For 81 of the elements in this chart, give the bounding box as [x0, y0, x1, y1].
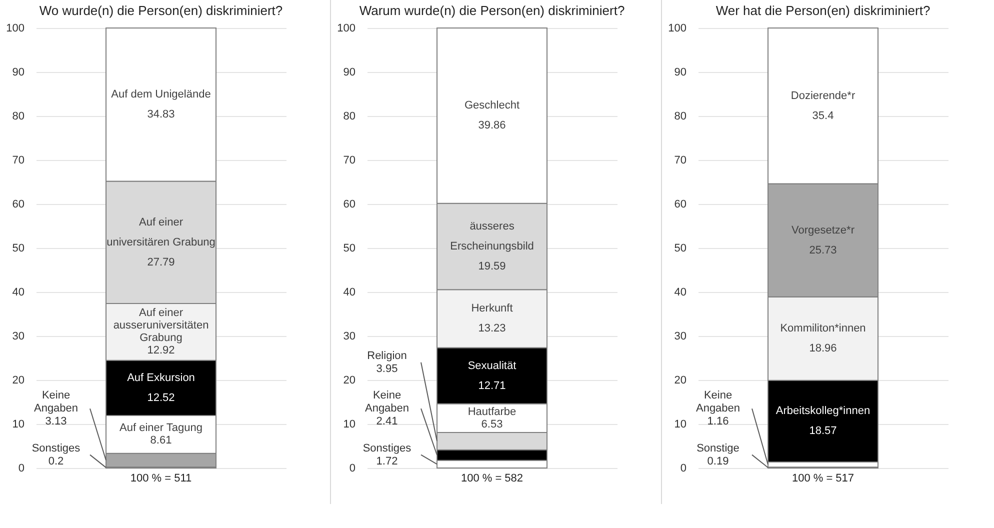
x-tick-label: 100 % = 582 [460, 472, 524, 484]
text: Sonstige [696, 442, 740, 454]
y-tick-label: 100 [337, 22, 356, 34]
y-tick-label: 20 [343, 374, 356, 386]
series-label: Hautfarbe [468, 406, 516, 418]
y-tick-label: 40 [12, 286, 24, 298]
y-tick-label: 90 [12, 66, 24, 78]
series-label: Sexualität [468, 360, 516, 372]
text: Sonstiges [362, 442, 412, 454]
y-tick-label: 60 [343, 198, 356, 210]
y-tick-label: 30 [12, 330, 24, 342]
series-label: Auf einer ausseruniversitäten Grabung [113, 307, 209, 344]
y-tick-label: 80 [674, 110, 686, 122]
annotation: 0.19 [707, 455, 729, 468]
data-label: 39.86 [478, 120, 506, 132]
chart-title: Warum wurde(n) die Person(en) diskriminiert? [359, 3, 625, 18]
annotation: 1.16 [707, 416, 729, 428]
y-tick-label: 10 [674, 418, 686, 430]
y-tick-label: 0 [349, 462, 356, 474]
y-tick-label: 50 [674, 242, 686, 254]
series-label: Auf einer Tagung [120, 422, 202, 434]
y-tick-label: 90 [343, 66, 356, 78]
y-tick-label: 20 [12, 374, 24, 386]
data-label: 13.23 [478, 322, 506, 335]
series-label: äusseres Erscheinungsbild [450, 220, 534, 252]
annotation: 0.2 [48, 455, 64, 468]
annotation: 2.41 [376, 416, 398, 428]
data-label: 8.61 [150, 434, 172, 447]
y-tick-label: 70 [674, 154, 686, 166]
y-tick-label: 100 [668, 22, 686, 34]
x-tick-label: 100 % = 517 [792, 472, 854, 484]
y-tick-label: 0 [18, 462, 24, 474]
series-label: Dozierende*r [790, 90, 856, 102]
text: Keine Angaben [34, 390, 78, 415]
data-label: 12.71 [478, 380, 506, 392]
y-tick-label: 0 [680, 462, 686, 474]
series-label: Kommiliton*innen [780, 322, 866, 335]
annotation: 3.95 [376, 362, 398, 375]
y-tick-label: 30 [674, 330, 686, 342]
series-label: Geschlecht [464, 100, 520, 112]
annotation: 1.72 [376, 455, 398, 468]
data-label: 25.73 [809, 244, 837, 256]
text: Sonstiges [32, 442, 81, 454]
text: Keine Angaben [364, 390, 410, 415]
data-label: 12.92 [147, 344, 175, 357]
y-tick-label: 70 [12, 154, 24, 166]
y-tick-label: 80 [12, 110, 24, 122]
data-label: 27.79 [147, 256, 175, 268]
y-tick-label: 30 [343, 330, 356, 342]
data-label: 6.53 [481, 418, 503, 430]
text: Religion [367, 350, 407, 362]
y-tick-label: 40 [674, 286, 686, 298]
y-tick-label: 100 [6, 22, 24, 34]
data-label: 18.96 [809, 342, 837, 355]
y-tick-label: 50 [343, 242, 356, 254]
y-tick-label: 90 [674, 66, 686, 78]
y-tick-label: 40 [343, 286, 356, 298]
series-label: Auf Exkursion [127, 372, 195, 384]
data-label: 35.4 [812, 110, 834, 122]
data-label: 19.59 [478, 260, 506, 272]
chart-title: Wo wurde(n) die Person(en) diskriminiert? [39, 3, 283, 18]
y-tick-label: 10 [343, 418, 356, 430]
x-tick-label: 100 % = 511 [130, 472, 192, 484]
data-label: 18.57 [809, 425, 837, 438]
series-label: Auf dem Unigelände [111, 88, 211, 101]
series-label: Arbeitskolleg*innen [776, 405, 870, 418]
chart-title: Wer hat die Person(en) diskriminiert? [716, 3, 930, 18]
y-tick-label: 10 [12, 418, 24, 430]
y-tick-label: 60 [12, 198, 24, 210]
series-label: Herkunft [471, 302, 513, 315]
y-tick-label: 70 [343, 154, 356, 166]
annotation: 3.13 [45, 416, 67, 428]
series-label: Auf einer universitären Grabung [106, 216, 216, 248]
y-tick-label: 50 [12, 242, 24, 254]
text: Keine Angaben [696, 390, 740, 415]
y-tick-label: 20 [674, 374, 686, 386]
y-tick-label: 60 [674, 198, 686, 210]
y-tick-label: 80 [343, 110, 356, 122]
data-label: 34.83 [147, 108, 175, 121]
series-label: Vorgesetze*r [792, 224, 855, 236]
data-label: 12.52 [147, 392, 175, 404]
